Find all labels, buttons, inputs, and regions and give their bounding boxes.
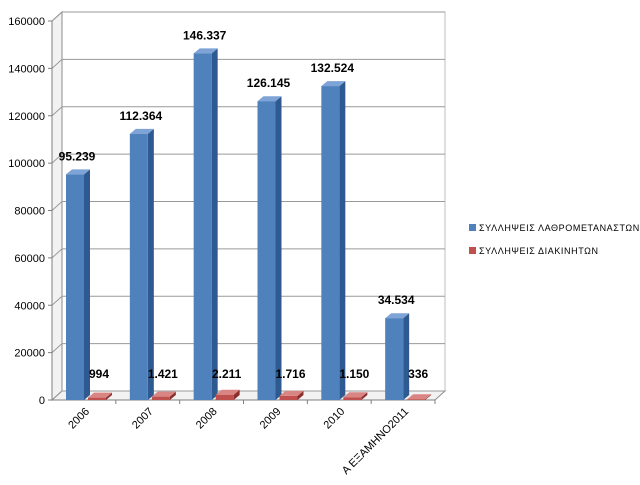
bar-top-face — [407, 394, 432, 400]
bar-side-face — [169, 391, 176, 400]
bar-top-face — [257, 96, 282, 102]
bar-front-face — [193, 53, 212, 401]
bar-side-face — [297, 390, 304, 400]
bar-series1 — [66, 169, 90, 400]
y-tick-label: 0 — [39, 395, 45, 407]
data-label-series1: 34.534 — [378, 293, 415, 307]
bar-top-face — [193, 48, 218, 54]
data-label-series1: 146.337 — [183, 28, 227, 42]
gridline — [51, 106, 445, 117]
y-tick-label: 120000 — [8, 111, 45, 123]
legend: ΣΥΛΛΗΨΕΙΣ ΛΑΘΡΟΜΕΤΑΝΑΣΤΩΝ ΣΥΛΛΗΨΕΙΣ ΔΙΑΚΙ… — [469, 223, 640, 256]
data-labels: 95.239 994 112.364 1.421 146.337 2.211 126.145… — [59, 28, 429, 381]
bar-series1 — [257, 96, 282, 400]
bar-side-face — [84, 169, 90, 400]
legend-swatch — [469, 247, 476, 254]
bar-side-face — [275, 96, 282, 400]
bar-side-face — [403, 313, 410, 400]
bar-top-face — [129, 128, 154, 134]
bar-series2 — [407, 394, 432, 400]
bar-side-face — [211, 48, 218, 401]
y-tick-label: 140000 — [8, 63, 45, 75]
y-tick-label: 20000 — [14, 348, 45, 360]
y-tick-label: 80000 — [14, 206, 45, 218]
gridline — [51, 201, 445, 211]
bar-side-face — [361, 392, 368, 400]
bar-series1 — [321, 81, 346, 401]
data-label-series2: 2.211 — [212, 367, 242, 381]
y-tick-label: 160000 — [8, 16, 45, 28]
x-tick-label: Α ΕΞΑΜΗΝΟ2011 — [340, 406, 411, 477]
bar-top-face — [385, 313, 410, 319]
data-label-series2: 1.150 — [339, 367, 369, 381]
x-tick-label: 2006 — [66, 406, 92, 432]
legend-label: ΣΥΛΛΗΨΕΙΣ ΔΙΑΚΙΝΗΤΩΝ — [479, 246, 599, 256]
bar-front-face — [129, 133, 148, 400]
bars — [66, 48, 432, 401]
bar-series2 — [215, 389, 240, 400]
gridline — [51, 58, 445, 69]
data-label-series2: 1.421 — [148, 367, 178, 381]
gridline — [51, 343, 445, 353]
data-label-series1: 95.239 — [59, 149, 96, 163]
bar-side-face — [147, 128, 154, 400]
x-tick-label: 2009 — [258, 406, 284, 432]
bar-top-face — [88, 392, 112, 398]
bar-series2 — [343, 392, 368, 400]
gridline — [51, 11, 445, 22]
bar-series1 — [129, 128, 154, 400]
legend-item-series2: ΣΥΛΛΗΨΕΙΣ ΔΙΑΚΙΝΗΤΩΝ — [469, 246, 599, 256]
bar-top-face — [321, 81, 346, 87]
bar-series2 — [279, 390, 304, 400]
bar-front-face — [279, 395, 298, 400]
bar-front-face — [321, 86, 340, 401]
bar-series2 — [88, 392, 112, 400]
bar-series2 — [151, 391, 176, 400]
legend-item-series1: ΣΥΛΛΗΨΕΙΣ ΛΑΘΡΟΜΕΤΑΝΑΣΤΩΝ — [469, 223, 640, 233]
bar-top-face — [343, 392, 368, 398]
bar-front-face — [66, 174, 84, 400]
bar-side-face — [339, 81, 346, 401]
gridline — [51, 248, 445, 259]
bar-top-face — [66, 169, 90, 175]
bar-front-face — [151, 396, 170, 400]
y-tick-label: 100000 — [8, 158, 45, 170]
gridline — [51, 390, 445, 401]
y-tick-label: 40000 — [14, 300, 45, 312]
bar-series1 — [385, 313, 410, 400]
legend-label: ΣΥΛΛΗΨΕΙΣ ΛΑΘΡΟΜΕΤΑΝΑΣΤΩΝ — [479, 223, 640, 233]
bar-top-face — [279, 390, 304, 396]
bar-series1 — [193, 48, 218, 401]
gridlines — [51, 11, 445, 401]
x-tick-label: 2010 — [322, 406, 348, 432]
data-label-series1: 132.524 — [311, 61, 355, 75]
bar-side-face — [106, 392, 112, 400]
bar-front-face — [88, 397, 106, 400]
bar-front-face — [407, 399, 426, 400]
y-tick-label: 60000 — [14, 253, 45, 265]
bar-side-face — [425, 394, 432, 400]
legend-swatch — [469, 224, 476, 231]
bar-front-face — [343, 397, 362, 400]
data-label-series2: 1.716 — [275, 367, 305, 381]
y-axis: 0 20000 40000 60000 80000 100000 120000 140000 1… — [8, 16, 53, 407]
data-label-series2: 994 — [89, 367, 109, 381]
bar-front-face — [257, 101, 276, 400]
x-tick-label: 2007 — [130, 406, 156, 432]
bar-side-face — [233, 389, 240, 400]
bar-top-face — [151, 391, 176, 397]
gridline — [51, 153, 445, 164]
data-label-series1: 126.145 — [247, 76, 291, 90]
gridline — [51, 295, 445, 306]
bar-front-face — [385, 318, 404, 400]
x-tick-label: 2008 — [194, 406, 220, 432]
bar-front-face — [215, 394, 234, 400]
data-label-series2: 336 — [408, 367, 428, 381]
bar-top-face — [215, 389, 240, 395]
data-label-series1: 112.364 — [119, 109, 162, 123]
